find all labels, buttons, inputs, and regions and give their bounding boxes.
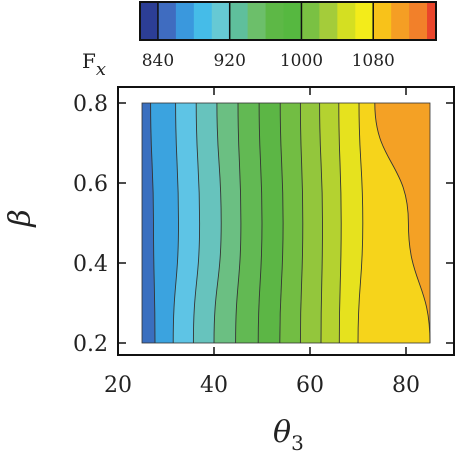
colorbar-band [211, 2, 231, 40]
colorbar-tick-label: 1080 [352, 51, 395, 71]
y-axis: 0.2 0.4 0.6 0.8 [73, 92, 454, 357]
contour-line [299, 102, 304, 344]
contour-line [172, 102, 179, 344]
colorbar-band [355, 2, 374, 40]
colorbar-band [193, 2, 213, 40]
contour-band [150, 103, 179, 343]
contour-band [279, 103, 303, 343]
contour-band [235, 103, 262, 343]
colorbar-band [247, 2, 267, 40]
y-tick-label: 0.8 [73, 92, 108, 117]
colorbar [139, 1, 437, 41]
contour-line [150, 102, 156, 344]
colorbar-band [229, 2, 249, 40]
x-tick-label: 40 [200, 373, 228, 398]
contour-band [300, 103, 323, 343]
x-tick-label: 20 [104, 373, 132, 398]
colorbar-band [175, 2, 195, 40]
contour-line [235, 102, 242, 344]
contour-band [338, 103, 363, 343]
y-tick-label: 0.4 [73, 252, 108, 277]
contour-line [338, 102, 342, 344]
colorbar-band [391, 2, 410, 40]
colorbar-band [140, 2, 159, 40]
x-axis: 20 40 60 80 [104, 87, 420, 398]
contour-line [357, 102, 364, 344]
colorbar-tick-label: 920 [213, 51, 245, 71]
colorbar-band [427, 2, 437, 40]
colorbar-band [319, 2, 338, 40]
contour-band [173, 103, 200, 343]
contour-line [319, 102, 323, 344]
colorbar-ticks: 840 920 1000 1080 [142, 2, 395, 71]
data-region-frame [141, 102, 431, 344]
contour-line [374, 102, 431, 344]
plot-frame [117, 86, 455, 356]
colorbar-tick-label: 840 [142, 51, 174, 71]
y-tick-label: 0.6 [73, 172, 108, 197]
contour-line [213, 102, 222, 344]
y-axis-title: β [3, 209, 38, 227]
contour-band [214, 103, 241, 343]
colorbar-band [301, 2, 320, 40]
y-tick-label: 0.2 [73, 332, 108, 357]
colorbar-band [337, 2, 356, 40]
x-tick-label: 60 [296, 373, 324, 398]
colorbar-band [157, 2, 177, 40]
contour-line [192, 102, 201, 344]
colorbar-band [265, 2, 285, 40]
contour-line [279, 102, 284, 344]
colorbar-title-subscript: x [96, 59, 106, 80]
plot-area [141, 102, 431, 344]
contour-band [358, 103, 430, 343]
colorbar-frame [139, 1, 437, 41]
contour-band [319, 103, 342, 343]
colorbar-title: Fx [82, 49, 106, 80]
contour-line [257, 102, 263, 344]
colorbar-band [409, 2, 428, 40]
colorbar-band [283, 2, 302, 40]
x-tick-label: 80 [392, 373, 420, 398]
contour-band [374, 103, 430, 343]
colorbar-band [373, 2, 392, 40]
colorbar-tick-label: 1000 [280, 51, 323, 71]
x-axis-title-subscript: 3 [291, 431, 304, 455]
x-axis-title: θ3 [273, 415, 304, 455]
contour-band [193, 103, 222, 343]
contour-band [258, 103, 284, 343]
